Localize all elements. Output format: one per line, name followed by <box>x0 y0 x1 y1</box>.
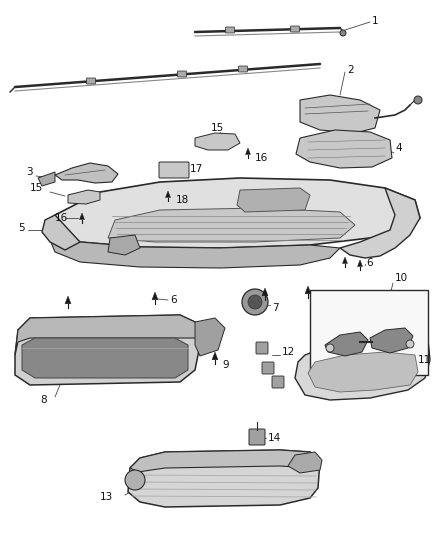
Text: 17: 17 <box>190 164 203 174</box>
Polygon shape <box>295 338 430 400</box>
Text: 11: 11 <box>418 355 431 365</box>
Text: 16: 16 <box>255 153 268 163</box>
Polygon shape <box>68 190 100 204</box>
Polygon shape <box>370 328 413 353</box>
Polygon shape <box>80 213 85 220</box>
Polygon shape <box>130 450 320 472</box>
Text: 12: 12 <box>282 347 295 357</box>
FancyBboxPatch shape <box>239 66 247 72</box>
FancyBboxPatch shape <box>290 26 300 32</box>
Polygon shape <box>195 318 225 356</box>
Text: 6: 6 <box>366 258 373 268</box>
FancyBboxPatch shape <box>86 78 95 84</box>
Polygon shape <box>45 178 420 248</box>
Polygon shape <box>15 315 200 385</box>
Text: 2: 2 <box>347 65 353 75</box>
Polygon shape <box>152 292 158 300</box>
FancyBboxPatch shape <box>226 27 234 33</box>
Polygon shape <box>38 172 55 186</box>
Circle shape <box>406 340 414 348</box>
Polygon shape <box>108 208 355 242</box>
FancyBboxPatch shape <box>249 429 265 445</box>
Circle shape <box>414 96 422 104</box>
Polygon shape <box>15 315 200 355</box>
Circle shape <box>340 30 346 36</box>
FancyBboxPatch shape <box>177 71 187 77</box>
Polygon shape <box>308 352 418 392</box>
Text: 5: 5 <box>18 223 25 233</box>
Polygon shape <box>108 235 140 255</box>
Polygon shape <box>262 288 268 296</box>
Polygon shape <box>288 452 322 473</box>
Text: 6: 6 <box>170 295 177 305</box>
Text: 14: 14 <box>268 433 281 443</box>
Polygon shape <box>65 296 71 304</box>
Text: 7: 7 <box>272 303 279 313</box>
Text: 13: 13 <box>100 492 113 502</box>
Text: 15: 15 <box>30 183 43 193</box>
Polygon shape <box>212 352 218 360</box>
Polygon shape <box>55 163 118 183</box>
FancyBboxPatch shape <box>262 362 274 374</box>
Circle shape <box>326 344 334 352</box>
Polygon shape <box>343 257 347 263</box>
Text: 3: 3 <box>26 167 32 177</box>
Polygon shape <box>166 191 170 198</box>
Text: 9: 9 <box>222 360 229 370</box>
Polygon shape <box>300 95 380 133</box>
Polygon shape <box>128 450 320 507</box>
Text: 10: 10 <box>395 273 408 283</box>
Polygon shape <box>22 338 188 378</box>
Circle shape <box>242 289 268 315</box>
Polygon shape <box>357 260 363 266</box>
Text: 18: 18 <box>176 195 189 205</box>
FancyBboxPatch shape <box>159 162 189 178</box>
Polygon shape <box>42 215 80 250</box>
Polygon shape <box>237 188 310 212</box>
FancyBboxPatch shape <box>310 290 428 375</box>
Text: 15: 15 <box>210 123 224 133</box>
Circle shape <box>248 295 262 309</box>
Text: 4: 4 <box>395 143 402 153</box>
FancyBboxPatch shape <box>272 376 284 388</box>
Polygon shape <box>195 133 240 150</box>
Polygon shape <box>246 148 251 155</box>
Text: 8: 8 <box>40 395 46 405</box>
Polygon shape <box>296 130 392 168</box>
Polygon shape <box>50 232 340 268</box>
Text: 1: 1 <box>372 16 378 26</box>
Circle shape <box>125 470 145 490</box>
Polygon shape <box>305 286 311 294</box>
Polygon shape <box>340 188 420 258</box>
FancyBboxPatch shape <box>256 342 268 354</box>
Text: 16: 16 <box>55 213 68 223</box>
Polygon shape <box>325 332 368 356</box>
